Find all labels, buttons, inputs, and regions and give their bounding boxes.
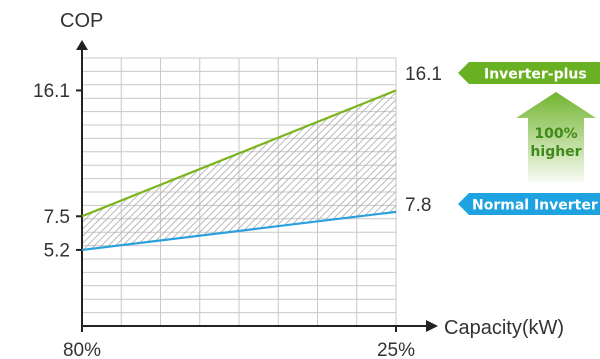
higher-arrow: 100% higher bbox=[516, 92, 596, 182]
x-tick-label: 80% bbox=[63, 340, 101, 359]
normal-inverter-legend-tag: Normal Inverter bbox=[458, 193, 600, 215]
x-tick-label: 25% bbox=[377, 340, 415, 359]
inverter-plus-tag-label: Inverter-plus bbox=[484, 67, 587, 83]
inverter-plus-legend-tag: Inverter-plus bbox=[458, 62, 600, 84]
inverter-plus-end-label: 16.1 bbox=[405, 64, 442, 85]
y-tick-label: 5.2 bbox=[44, 240, 70, 261]
annotation-line-2: higher bbox=[530, 144, 581, 160]
x-axis-label: Capacity(kW) bbox=[444, 317, 564, 339]
y-tick-label: 7.5 bbox=[44, 207, 70, 228]
x-axis-arrow-icon bbox=[426, 320, 438, 332]
annotation-line-1: 100% bbox=[534, 126, 577, 142]
normal-inverter-end-label: 7.8 bbox=[405, 195, 431, 216]
y-tick-label: 16.1 bbox=[33, 81, 70, 102]
y-axis-label: COP bbox=[60, 10, 103, 32]
y-axis-arrow-icon bbox=[76, 40, 88, 50]
normal-inverter-tag-label: Normal Inverter bbox=[472, 198, 598, 214]
